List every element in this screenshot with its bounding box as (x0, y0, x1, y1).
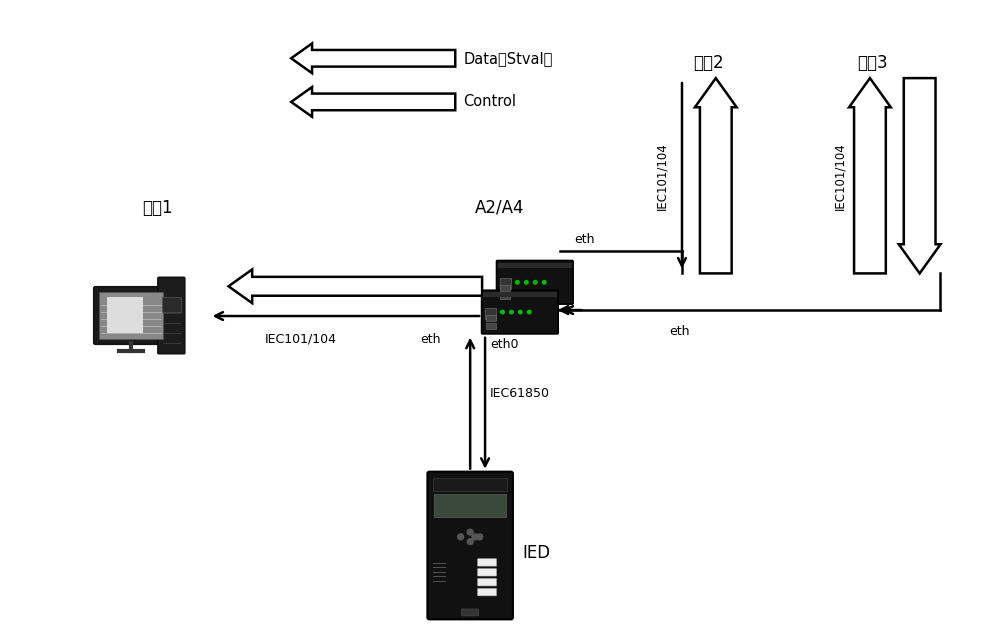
Circle shape (472, 534, 478, 540)
FancyBboxPatch shape (500, 293, 510, 299)
FancyBboxPatch shape (433, 478, 507, 491)
Polygon shape (849, 78, 891, 274)
Circle shape (467, 529, 473, 535)
Text: 主站3: 主站3 (858, 54, 888, 72)
Text: eth: eth (420, 333, 441, 346)
FancyBboxPatch shape (94, 287, 168, 345)
Circle shape (510, 310, 513, 314)
FancyBboxPatch shape (498, 263, 572, 268)
Text: IEC101/104: IEC101/104 (656, 142, 669, 210)
Text: IEC101/104: IEC101/104 (265, 333, 337, 346)
FancyBboxPatch shape (478, 579, 497, 586)
Circle shape (519, 310, 522, 314)
Polygon shape (291, 87, 455, 117)
FancyBboxPatch shape (500, 285, 510, 291)
FancyBboxPatch shape (483, 292, 557, 297)
Circle shape (542, 281, 546, 284)
Text: IEC101/104: IEC101/104 (834, 142, 847, 210)
Circle shape (516, 281, 519, 284)
Circle shape (467, 538, 473, 545)
Text: IED: IED (522, 544, 550, 562)
FancyBboxPatch shape (434, 494, 506, 517)
Circle shape (501, 310, 504, 314)
Circle shape (534, 281, 537, 284)
FancyBboxPatch shape (478, 559, 497, 566)
FancyBboxPatch shape (162, 297, 181, 312)
Text: A2/A4: A2/A4 (475, 199, 525, 217)
FancyBboxPatch shape (500, 278, 511, 289)
Circle shape (477, 534, 483, 540)
FancyBboxPatch shape (462, 609, 479, 616)
Text: Control: Control (463, 94, 516, 109)
Polygon shape (229, 269, 482, 303)
Text: 主站1: 主站1 (142, 199, 173, 217)
FancyBboxPatch shape (158, 278, 185, 353)
Polygon shape (291, 43, 455, 73)
Text: Data（Stval）: Data（Stval） (463, 51, 553, 66)
FancyBboxPatch shape (107, 297, 143, 333)
Text: 主站2: 主站2 (694, 54, 724, 72)
Text: eth: eth (669, 325, 689, 338)
Text: eth: eth (575, 233, 595, 246)
Text: IEC61850: IEC61850 (490, 387, 550, 400)
Text: eth0: eth0 (490, 338, 519, 351)
Circle shape (525, 281, 528, 284)
FancyBboxPatch shape (478, 568, 497, 576)
FancyBboxPatch shape (497, 260, 573, 304)
Polygon shape (695, 78, 737, 274)
FancyBboxPatch shape (485, 308, 496, 319)
Circle shape (528, 310, 531, 314)
FancyBboxPatch shape (478, 588, 497, 596)
FancyBboxPatch shape (486, 323, 496, 329)
Circle shape (458, 534, 464, 540)
FancyBboxPatch shape (486, 315, 496, 321)
FancyBboxPatch shape (482, 290, 558, 334)
FancyBboxPatch shape (427, 471, 513, 619)
FancyBboxPatch shape (99, 292, 163, 339)
Polygon shape (899, 78, 941, 274)
